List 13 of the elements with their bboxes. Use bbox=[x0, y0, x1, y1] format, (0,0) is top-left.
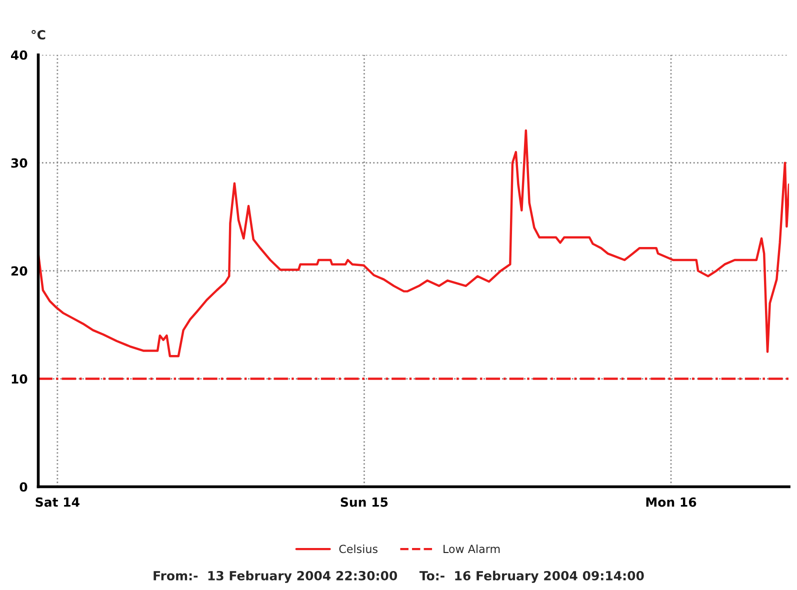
y-tick-label: 40 bbox=[11, 50, 28, 60]
y-axis-title: °C bbox=[32, 30, 46, 40]
legend-label: Low Alarm bbox=[444, 544, 500, 554]
text: From:- 13 February 2004 22:30:00 To:- 16 February 2004 09:14:00 bbox=[154, 570, 644, 583]
y-tick-label: 30 bbox=[11, 158, 28, 168]
y-tick-label: 20 bbox=[11, 266, 28, 276]
x-tick-label: Sat 14 bbox=[36, 497, 80, 507]
y-tick-label: 0 bbox=[20, 482, 28, 492]
legend-label: Celsius bbox=[339, 544, 378, 554]
y-tick-label: 10 bbox=[12, 374, 28, 384]
x-tick-label: Sun 15 bbox=[340, 497, 388, 507]
line-series bbox=[38, 129, 790, 358]
x-tick-label: Mon 16 bbox=[646, 497, 696, 507]
